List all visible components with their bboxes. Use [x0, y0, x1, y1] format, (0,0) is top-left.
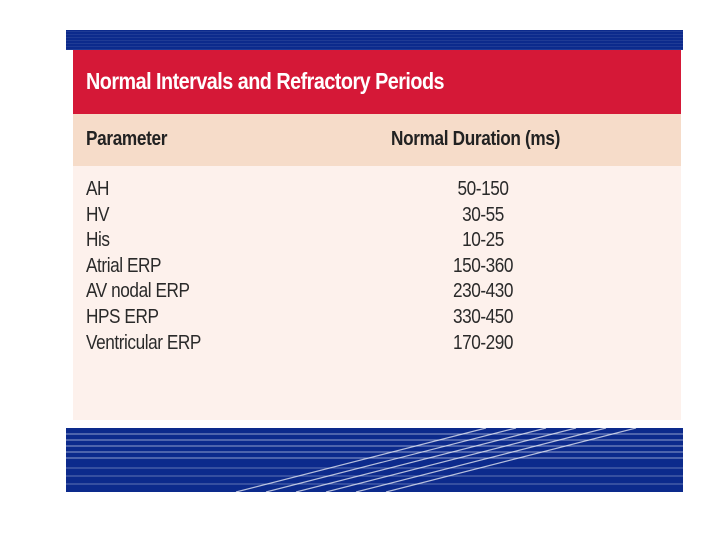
cell-duration: 30-55 [462, 203, 504, 226]
table-row: AV nodal ERP 230-430 [73, 279, 681, 305]
table-row: His 10-25 [73, 228, 681, 254]
table-body: AH 50-150 HV 30-55 His 10-25 Atrial ERP … [73, 177, 681, 356]
table-row: AH 50-150 [73, 177, 681, 203]
cell-parameter: Atrial ERP [86, 254, 162, 277]
cell-duration: 170-290 [452, 331, 514, 354]
cell-parameter: Ventricular ERP [86, 331, 201, 354]
table-header-row: Parameter Normal Duration (ms) [73, 114, 681, 166]
swoosh-pattern [66, 428, 683, 492]
column-header-parameter: Parameter [86, 128, 168, 150]
table-row: Ventricular ERP 170-290 [73, 331, 681, 357]
cell-duration: 150-360 [452, 254, 514, 277]
cell-duration: 50-150 [457, 178, 509, 200]
cell-duration: 10-25 [462, 229, 504, 252]
cell-parameter: AH [86, 178, 110, 200]
cell-parameter: HV [86, 203, 110, 226]
cell-parameter: His [86, 229, 110, 252]
top-decorative-bar [66, 30, 683, 50]
intervals-table: Normal Intervals and Refractory Periods … [73, 50, 681, 420]
table-title: Normal Intervals and Refractory Periods [86, 68, 445, 94]
column-header-duration: Normal Duration (ms) [391, 128, 560, 150]
table-row: Atrial ERP 150-360 [73, 254, 681, 280]
cell-parameter: AV nodal ERP [86, 280, 190, 303]
table-row: HPS ERP 330-450 [73, 305, 681, 331]
cell-duration: 230-430 [452, 280, 514, 303]
cell-parameter: HPS ERP [86, 305, 159, 328]
table-title-band: Normal Intervals and Refractory Periods [73, 50, 681, 114]
bottom-decorative-band [66, 428, 683, 492]
cell-duration: 330-450 [452, 305, 514, 328]
table-row: HV 30-55 [73, 203, 681, 229]
